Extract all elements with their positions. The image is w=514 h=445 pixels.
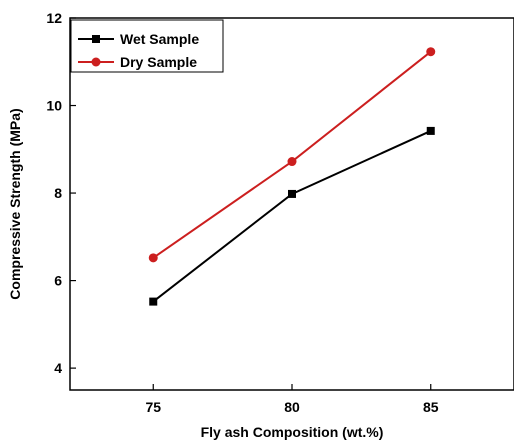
y-tick-label: 12 (46, 10, 62, 26)
plot-frame (69, 17, 514, 391)
x-axis: 75 80 85 (145, 384, 439, 415)
wet-sample-point (426, 126, 435, 135)
x-tick-label: 75 (145, 399, 161, 415)
legend-dry-marker (91, 57, 101, 67)
dry-sample-point (287, 157, 297, 167)
y-tick-label: 4 (54, 360, 62, 376)
x-tick-label: 85 (423, 399, 439, 415)
legend-wet-label: Wet Sample (120, 31, 199, 47)
x-tick-label: 80 (284, 399, 300, 415)
legend-wet-marker (92, 35, 100, 43)
dry-sample-point (426, 47, 436, 57)
legend: Wet Sample Dry Sample (70, 19, 224, 73)
series-layer (148, 47, 436, 306)
y-tick-label: 10 (46, 98, 62, 114)
wet-sample-point (149, 297, 158, 306)
wet-sample-point (288, 189, 296, 198)
dry-sample-line (152, 50, 432, 259)
y-tick-label: 6 (54, 273, 62, 289)
x-axis-title: Fly ash Composition (wt.%) (201, 424, 384, 440)
dry-sample-point (148, 253, 158, 263)
y-axis: 4 6 8 10 12 (46, 10, 76, 376)
legend-dry-label: Dry Sample (120, 54, 197, 70)
wet-sample-line (152, 130, 432, 303)
y-tick-label: 8 (54, 185, 62, 201)
y-axis-title: Compressive Strength (MPa) (7, 108, 23, 299)
